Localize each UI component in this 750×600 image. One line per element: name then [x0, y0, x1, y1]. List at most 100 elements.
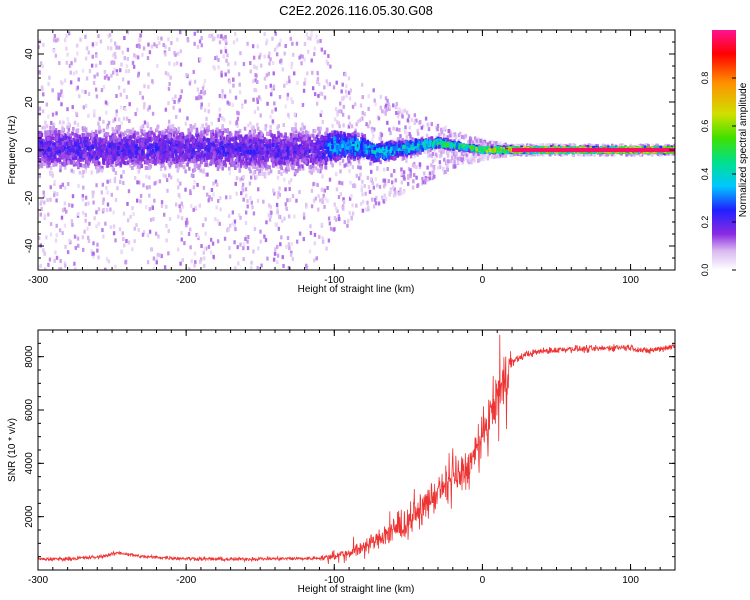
spectrogram-cell — [347, 76, 351, 81]
spectrogram-cell — [71, 194, 75, 199]
spectrogram-cell — [173, 62, 176, 67]
spectrogram-cell — [198, 132, 202, 137]
spectrogram-cell — [200, 89, 203, 94]
spectrogram-cell — [83, 125, 86, 130]
spectrogram-cell — [605, 152, 608, 157]
spectrogram-cell — [316, 76, 320, 81]
spectrogram-cell — [132, 64, 136, 69]
spectrogram-cell — [555, 143, 558, 148]
spectrogram-cell — [422, 179, 425, 184]
spectrogram-cell — [336, 110, 339, 115]
spectrogram-cell — [193, 79, 197, 84]
spectrogram-cell — [480, 157, 483, 162]
spectrogram-cell — [204, 246, 208, 251]
spectrogram-cell — [222, 54, 225, 59]
spectrogram-cell — [76, 122, 80, 127]
spectrogram-cell — [380, 195, 384, 200]
spectrogram-cell — [321, 145, 325, 150]
spectrogram-cell — [268, 131, 271, 136]
spectrogram-cell — [256, 80, 259, 85]
spectrogram-cell — [169, 175, 173, 180]
spectrogram-cell — [319, 112, 323, 117]
spectrogram-cell — [340, 181, 344, 186]
spectrogram-cell — [85, 46, 89, 51]
spectrogram-cell — [172, 105, 175, 110]
spectrogram-cell — [121, 231, 124, 236]
spectrogram-cell — [263, 174, 267, 179]
spectrogram-cell — [262, 161, 266, 166]
spectrogram-cell — [135, 107, 139, 112]
spectrogram-cell — [272, 84, 276, 89]
spectrogram-cell — [292, 71, 296, 76]
spectrogram-cell — [116, 186, 119, 191]
spectrogram-cell — [346, 132, 350, 137]
spectrogram-cell — [202, 185, 206, 190]
spectrogram-cell — [142, 148, 145, 153]
spectrogram-cell — [114, 197, 118, 202]
spectrogram-cell — [583, 143, 586, 148]
spectrogram-cell — [178, 204, 181, 209]
spectrogram-cell — [167, 119, 171, 124]
spectrogram-cell — [399, 134, 402, 139]
spectrogram-cell — [313, 92, 317, 97]
spectrogram-cell — [302, 88, 306, 93]
spectrogram-cell — [432, 169, 435, 174]
spectrogram-cell — [311, 133, 314, 138]
spectrogram-cell — [375, 195, 378, 200]
spectrogram-cell — [104, 267, 107, 270]
spectrogram-cell — [222, 117, 226, 122]
spectrogram-cell — [105, 257, 109, 262]
spectrogram-cell — [174, 202, 178, 207]
spectrogram-cell — [228, 171, 232, 176]
spectrogram-cell — [320, 47, 324, 52]
spectrogram-cell — [327, 238, 331, 243]
spectrogram-cell — [342, 151, 345, 156]
spectrogram-cell — [102, 150, 106, 155]
spectrogram-cell — [87, 238, 91, 243]
spectrogram-cell — [76, 236, 80, 241]
spectrogram-cell — [341, 112, 345, 117]
spectrogram-cell — [77, 183, 80, 188]
spectrogram-cell — [53, 258, 56, 263]
spectrogram-cell — [104, 100, 108, 105]
spectrogram-cell — [97, 221, 101, 226]
spectrogram-cell — [215, 154, 218, 159]
spectrogram-cell — [112, 224, 116, 229]
spectrogram-cell — [207, 102, 211, 107]
spectrogram-cell — [119, 92, 123, 97]
spectrogram-cell — [315, 256, 318, 261]
spectrogram-cell — [308, 134, 312, 139]
spectrogram-cell — [477, 158, 480, 163]
spectrogram-cell — [427, 127, 431, 132]
spectrogram-cell — [431, 151, 435, 156]
spectrogram-cell — [221, 92, 224, 97]
spectrogram-cell — [49, 197, 52, 202]
spectrogram-cell — [84, 168, 88, 173]
spectrogram-cell — [88, 69, 92, 74]
spectrogram-cell — [254, 88, 258, 93]
spectrogram-cell — [321, 147, 325, 152]
spectrogram-cell — [117, 85, 121, 90]
spectrogram-cell — [420, 125, 423, 130]
spectrogram-cell — [49, 125, 52, 130]
spectrogram-cell — [85, 76, 89, 81]
spectrogram-cell — [271, 119, 275, 124]
spectrogram-cell — [132, 162, 136, 167]
spectrogram-cell — [393, 152, 397, 157]
spectrogram-cell — [174, 114, 178, 119]
spectrogram-cell — [265, 73, 269, 78]
spectrogram-cell — [251, 44, 255, 49]
spectrogram-cell — [115, 69, 119, 74]
spectrogram-cell — [189, 245, 192, 250]
spectrogram-cell — [348, 211, 351, 216]
spectrogram-cell — [187, 231, 191, 236]
spectrogram-cell — [403, 108, 407, 113]
spectrogram-cell — [224, 49, 228, 54]
spectrogram-cell — [551, 143, 555, 148]
spectrogram-cell — [529, 143, 532, 148]
spectrogram-cell — [343, 136, 346, 141]
spectrogram-cell — [208, 195, 211, 200]
spectrogram-cell — [46, 150, 49, 155]
spectrogram-cell — [215, 55, 219, 60]
spectrogram-cell — [413, 113, 417, 118]
